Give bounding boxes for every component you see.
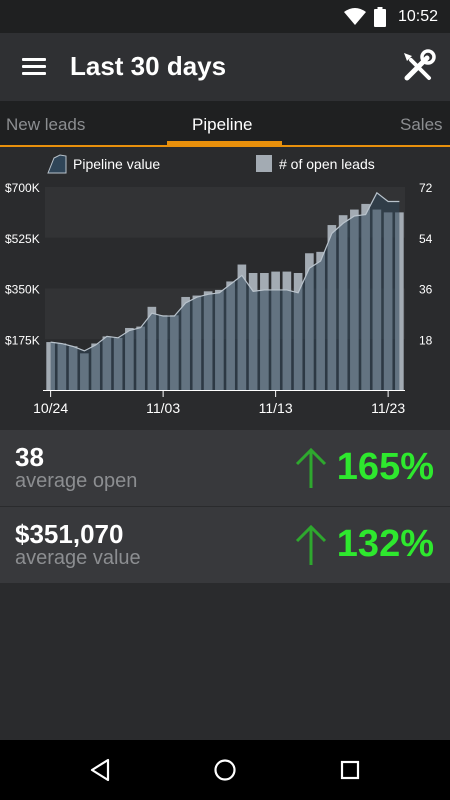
area-fill — [50, 192, 400, 390]
battery-icon — [373, 6, 386, 27]
chart-legend: Pipeline value # of open leads — [47, 154, 375, 174]
y-axis-right: 18 36 54 72 — [419, 181, 433, 347]
stat-average-value: $351,070 average value 132% — [0, 507, 450, 583]
x-tick-label: 11/13 — [259, 400, 293, 416]
tab-sales[interactable]: Sales — [400, 115, 443, 134]
status-bar: 10:52 — [0, 0, 450, 33]
arrow-up-icon — [295, 447, 327, 488]
x-tick-label: 11/03 — [146, 400, 180, 416]
menu-icon[interactable] — [20, 55, 48, 79]
area-line — [50, 191, 400, 352]
y-right-tick-label: 72 — [419, 181, 433, 195]
tab-pipeline[interactable]: Pipeline — [192, 115, 253, 134]
legend-swatch-pipeline-value — [47, 154, 67, 174]
divider — [0, 506, 450, 507]
wrench-screwdriver-icon[interactable] — [400, 49, 436, 85]
x-tick-label: 11/23 — [371, 400, 405, 416]
y-left-tick-label: $700K — [5, 181, 40, 195]
tab-indicator — [167, 141, 282, 145]
x-tick-label: 10/24 — [33, 400, 68, 416]
recents-icon[interactable] — [335, 755, 365, 785]
pipeline-chart: Pipeline value # of open leads $175K $350… — [0, 147, 450, 429]
y-right-tick-label: 54 — [419, 232, 433, 246]
y-axis-left: $175K $350K $525K $700K — [5, 181, 40, 347]
stat-average-open: 38 average open 165% — [0, 430, 450, 506]
arrow-up-icon — [295, 524, 327, 565]
tab-new-leads[interactable]: New leads — [6, 115, 86, 134]
stat-value: $351,070 — [15, 519, 124, 549]
stat-change: 165% — [336, 446, 434, 488]
area-series-pipeline-value — [50, 191, 400, 390]
legend-label-open-leads: # of open leads — [279, 156, 375, 172]
chart-svg: Pipeline value # of open leads $175K $350… — [5, 154, 433, 416]
legend-label-pipeline-value: Pipeline value — [73, 156, 160, 172]
tab-bar: New leads Pipeline Sales — [0, 101, 450, 147]
y-left-tick-label: $175K — [5, 333, 40, 347]
home-icon[interactable] — [210, 755, 240, 785]
status-time: 10:52 — [397, 7, 438, 25]
app-bar: Last 30 days — [0, 33, 450, 101]
y-left-tick-label: $350K — [5, 283, 40, 297]
legend-swatch-open-leads — [256, 155, 272, 172]
x-axis: 10/24 11/03 11/13 11/23 — [33, 390, 405, 416]
stat-change: 132% — [336, 523, 434, 565]
y-right-tick-label: 36 — [419, 283, 433, 297]
page-title: Last 30 days — [70, 51, 227, 81]
y-right-tick-label: 18 — [419, 333, 433, 347]
status-icons: 10:52 — [343, 0, 438, 33]
y-left-tick-label: $525K — [5, 232, 40, 246]
stat-value: 38 — [15, 442, 44, 472]
back-icon[interactable] — [86, 755, 116, 785]
wifi-icon — [343, 7, 366, 25]
stat-label: average value — [15, 547, 141, 569]
stat-label: average open — [15, 470, 138, 492]
system-nav-bar — [0, 740, 450, 800]
